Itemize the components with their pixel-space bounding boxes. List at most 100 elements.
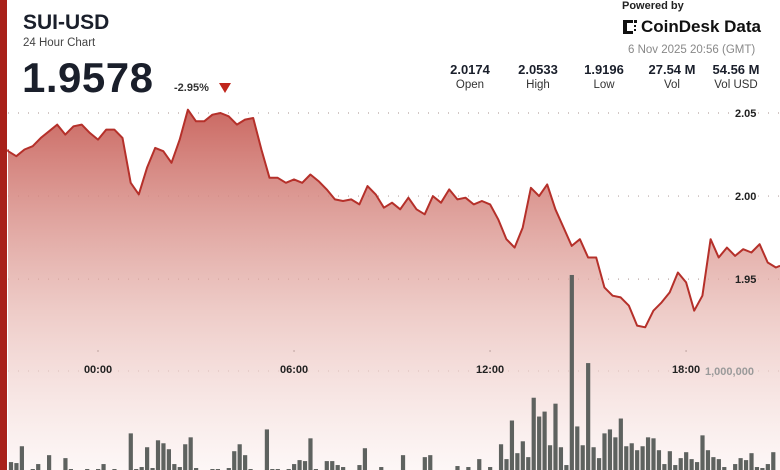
volume-bar [602, 433, 607, 470]
volume-bar [428, 455, 433, 470]
volume-bar [580, 445, 585, 470]
volume-bar [155, 440, 161, 470]
stat-value: 54.56 M [712, 62, 760, 77]
volume-bar [754, 467, 760, 470]
volume-bar [760, 468, 765, 470]
stat-value: 27.54 M [648, 62, 696, 77]
x-tick-label: 18:00 [672, 364, 700, 376]
stat-label: Vol [664, 79, 680, 91]
volume-bar [629, 443, 634, 470]
stat-open: 2.0174 Open [435, 62, 505, 91]
volume-bar [188, 437, 193, 470]
volume-bar [537, 416, 542, 470]
volume-bar [379, 467, 384, 470]
volume-bar [145, 447, 150, 470]
volume-bar [591, 447, 596, 470]
y-tick-label: 2.00 [735, 191, 756, 203]
volume-bar [771, 452, 776, 470]
volume-bar [177, 467, 182, 470]
volume-bar [569, 274, 574, 470]
volume-bar [455, 466, 460, 470]
volume-bar [264, 429, 270, 470]
timestamp: 6 Nov 2025 20:56 (GMT) [628, 44, 756, 56]
volume-bar [749, 453, 754, 470]
volume-bar [498, 444, 504, 470]
stat-label: Low [593, 79, 615, 91]
volume-bar [297, 460, 302, 470]
volume-bar [292, 464, 297, 470]
volume-bar [63, 458, 68, 470]
volume-bar [526, 457, 531, 470]
stat-label: Open [455, 79, 485, 91]
down-arrow-icon [219, 83, 231, 93]
volume-bar [662, 464, 667, 470]
price-line [7, 108, 780, 329]
x-tick-label: 06:00 [280, 364, 308, 376]
volume-bar [635, 450, 640, 470]
volume-bar [613, 437, 618, 470]
symbol-title: SUI-USD [23, 11, 110, 34]
stat-value: 2.0533 [518, 62, 558, 77]
brand-name: CoinDesk Data [641, 17, 761, 36]
volume-bar [466, 467, 471, 470]
volume-bar [607, 429, 613, 470]
stat-label: Vol USD [714, 79, 758, 91]
volume-bar [8, 462, 14, 470]
volume-bar [558, 447, 564, 470]
y-tick-label: 1.95 [735, 274, 756, 286]
volume-bar [689, 459, 694, 470]
volume-bar [542, 411, 547, 470]
volume-bar [640, 446, 645, 470]
volume-bar [19, 446, 24, 470]
stat-high: 2.0533 High [503, 62, 573, 91]
volume-bar [166, 449, 171, 470]
volume-bar [308, 438, 313, 470]
price-area [8, 109, 780, 470]
volume-bar [488, 467, 493, 470]
volume-bar [172, 464, 177, 470]
volume-bar [232, 451, 237, 470]
volume-bar [226, 468, 231, 470]
volume-bar [564, 465, 569, 470]
volume-bar [694, 462, 700, 470]
volume-bar [596, 458, 602, 470]
volume-bar [128, 433, 133, 470]
volume-bar [586, 363, 591, 470]
volume-bar [684, 452, 689, 470]
stat-vol: 27.54 M Vol [637, 62, 707, 91]
volume-bar [47, 455, 52, 470]
volume-bar [341, 467, 346, 470]
volume-bar [645, 437, 651, 470]
volume-bar [477, 459, 482, 470]
volume-bar [743, 460, 749, 470]
volume-bar [161, 443, 166, 470]
volume-bar [183, 444, 188, 470]
brand-logo: CoinDesk Data [622, 17, 761, 37]
chart-subtitle: 24 Hour Chart [23, 37, 96, 49]
volume-bar [515, 453, 520, 470]
volume-bar [716, 459, 721, 470]
volume-tick-label: 1,000,000 [705, 366, 754, 378]
stat-vol-usd: 54.56 M Vol USD [701, 62, 771, 91]
stat-value: 2.0174 [450, 62, 490, 77]
volume-bar [357, 465, 362, 470]
coindesk-logo-icon [623, 20, 637, 34]
volume-bar [150, 468, 155, 470]
volume-bar [667, 451, 672, 470]
volume-bar [237, 444, 242, 470]
volume-bar [624, 446, 629, 470]
volume-bar [302, 461, 308, 470]
x-tick-label: 12:00 [476, 364, 504, 376]
stat-value: 1.9196 [584, 62, 624, 77]
volume-bar [243, 455, 248, 470]
volume-bar [531, 397, 536, 470]
volume-bar [705, 450, 711, 470]
volume-bar [656, 450, 662, 470]
x-tick-label: 00:00 [84, 364, 112, 376]
volume-bar [547, 445, 553, 470]
volume-bar [335, 465, 340, 470]
volume-bar [14, 463, 19, 470]
current-price: 1.9578 [22, 54, 154, 101]
volume-bar [422, 457, 427, 470]
